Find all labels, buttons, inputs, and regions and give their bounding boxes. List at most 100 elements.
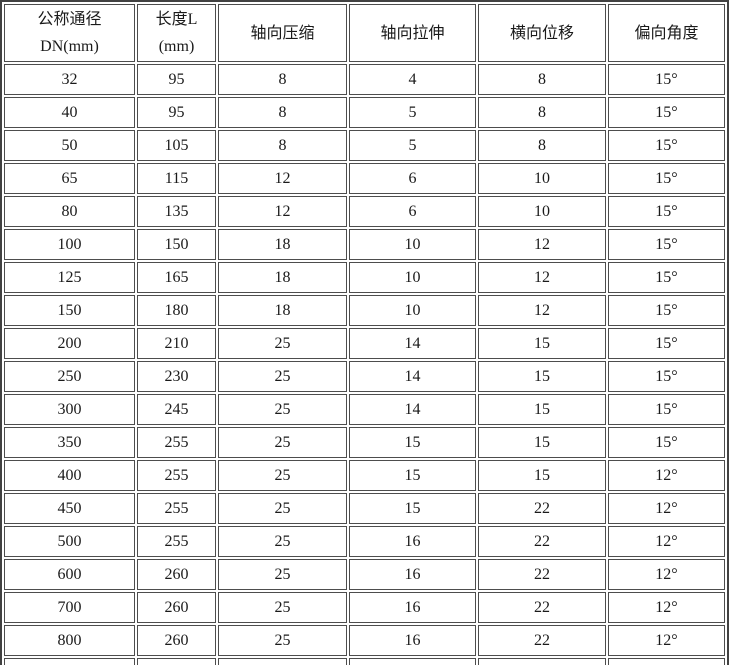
table-row: 350 255 25 15 15 15°	[4, 427, 725, 458]
table-cell: 8	[478, 97, 606, 128]
table-cell: 12	[478, 229, 606, 260]
table-cell: 15°	[608, 229, 725, 260]
table-cell: 25	[218, 394, 347, 425]
table-cell: 15	[478, 328, 606, 359]
header-axial-extension: 轴向拉伸	[349, 4, 476, 62]
table-cell: 15°	[608, 130, 725, 161]
table-cell: 15°	[608, 295, 725, 326]
table-cell: 22	[478, 493, 606, 524]
table-cell: 22	[478, 625, 606, 656]
table-cell	[608, 658, 725, 665]
header-deflection-angle: 偏向角度	[608, 4, 725, 62]
table-cell: 25	[218, 427, 347, 458]
table-cell: 150	[4, 295, 135, 326]
table-cell: 15	[349, 460, 476, 491]
table-cell: 25	[218, 460, 347, 491]
table-cell: 6	[349, 163, 476, 194]
table-cell: 150	[137, 229, 216, 260]
table-cell: 18	[218, 262, 347, 293]
table-cell: 16	[349, 526, 476, 557]
table-cell: 15°	[608, 196, 725, 227]
table-cell: 200	[4, 328, 135, 359]
table-cell: 700	[4, 592, 135, 623]
table-body: 32 95 8 4 8 15° 40 95 8 5 8 15° 50 105 8 5 8 15° 65 115 12 6 1…	[4, 64, 725, 665]
table-cell: 18	[218, 229, 347, 260]
table-row: 80 135 12 6 10 15°	[4, 196, 725, 227]
table-cell: 65	[4, 163, 135, 194]
table-cell: 8	[218, 130, 347, 161]
table-row: 450 255 25 15 22 12°	[4, 493, 725, 524]
table-cell: 14	[349, 361, 476, 392]
table-cell: 15°	[608, 394, 725, 425]
header-lateral-displacement: 横向位移	[478, 4, 606, 62]
table-cell: 25	[218, 361, 347, 392]
table-cell	[4, 658, 135, 665]
header-row: 公称通径 DN(mm) 长度L (mm) 轴向压缩 轴向拉伸 横向位移 偏向角度	[4, 4, 725, 62]
table-cell: 15°	[608, 163, 725, 194]
table-cell: 350	[4, 427, 135, 458]
table-cell: 450	[4, 493, 135, 524]
table-cell: 100	[4, 229, 135, 260]
table-cell: 95	[137, 97, 216, 128]
table-cell: 25	[218, 559, 347, 590]
table-row: 500 255 25 16 22 12°	[4, 526, 725, 557]
table-cell: 4	[349, 64, 476, 95]
table-row: 100 150 18 10 12 15°	[4, 229, 725, 260]
table-cell: 210	[137, 328, 216, 359]
table-cell: 255	[137, 493, 216, 524]
table-cell: 22	[478, 559, 606, 590]
table-row: 50 105 8 5 8 15°	[4, 130, 725, 161]
table-cell: 95	[137, 64, 216, 95]
table-cell: 80	[4, 196, 135, 227]
table-cell: 16	[349, 592, 476, 623]
table-cell: 260	[137, 625, 216, 656]
table-row: 125 165 18 10 12 15°	[4, 262, 725, 293]
table-cell: 15°	[608, 361, 725, 392]
table-row: 300 245 25 14 15 15°	[4, 394, 725, 425]
table-cell: 25	[218, 625, 347, 656]
table-cell: 15	[478, 394, 606, 425]
table-row: 400 255 25 15 15 12°	[4, 460, 725, 491]
table-cell: 12°	[608, 493, 725, 524]
table-cell: 105	[137, 130, 216, 161]
table-cell: 15°	[608, 427, 725, 458]
table-cell: 5	[349, 97, 476, 128]
table-cell: 15	[478, 427, 606, 458]
table-cell: 180	[137, 295, 216, 326]
table-cell: 15	[349, 427, 476, 458]
table-cell: 600	[4, 559, 135, 590]
table-cell: 40	[4, 97, 135, 128]
table-cell: 5	[349, 130, 476, 161]
table-cell: 115	[137, 163, 216, 194]
table-row: 600 260 25 16 22 12°	[4, 559, 725, 590]
table-cell: 300	[4, 394, 135, 425]
table-cell: 6	[349, 196, 476, 227]
table-cell	[478, 658, 606, 665]
table-cell	[218, 658, 347, 665]
table-cell: 15	[478, 361, 606, 392]
header-length: 长度L (mm)	[137, 4, 216, 62]
table-cell: 260	[137, 559, 216, 590]
table-cell: 12	[218, 196, 347, 227]
table-cell: 15	[478, 460, 606, 491]
table-cell: 12	[478, 262, 606, 293]
table-cell: 22	[478, 592, 606, 623]
table-row: 200 210 25 14 15 15°	[4, 328, 725, 359]
table-cell: 12°	[608, 526, 725, 557]
table-cell: 50	[4, 130, 135, 161]
table-cell: 10	[349, 262, 476, 293]
table-cell: 255	[137, 526, 216, 557]
table-cell: 16	[349, 559, 476, 590]
table-cell: 12°	[608, 592, 725, 623]
table-cell: 15°	[608, 328, 725, 359]
table-cell: 14	[349, 328, 476, 359]
table-cell: 8	[218, 97, 347, 128]
table-cell	[137, 658, 216, 665]
table-cell: 25	[218, 526, 347, 557]
table-cell: 800	[4, 625, 135, 656]
table-row: 32 95 8 4 8 15°	[4, 64, 725, 95]
table-row: 40 95 8 5 8 15°	[4, 97, 725, 128]
table-cell: 10	[349, 295, 476, 326]
table-cell: 12°	[608, 559, 725, 590]
